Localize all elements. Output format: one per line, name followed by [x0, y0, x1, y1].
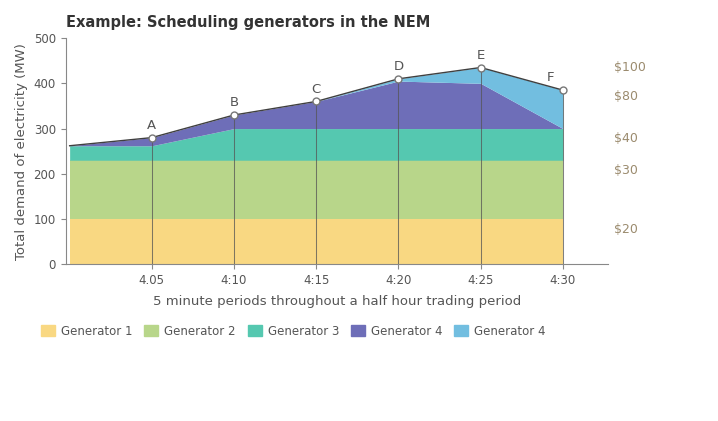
Text: E: E	[477, 49, 485, 61]
Y-axis label: Total demand of electricity (MW): Total demand of electricity (MW)	[15, 43, 28, 260]
Text: $100: $100	[614, 61, 645, 74]
Text: C: C	[312, 83, 321, 96]
Legend: Generator 1, Generator 2, Generator 3, Generator 4, Generator 4: Generator 1, Generator 2, Generator 3, G…	[36, 320, 551, 342]
X-axis label: 5 minute periods throughout a half hour trading period: 5 minute periods throughout a half hour …	[153, 295, 521, 308]
Text: $30: $30	[614, 164, 638, 177]
Text: $80: $80	[614, 91, 638, 104]
Text: B: B	[230, 96, 238, 109]
Text: $40: $40	[614, 132, 638, 145]
Text: $20: $20	[614, 223, 638, 236]
Text: A: A	[147, 119, 157, 132]
Text: Example: Scheduling generators in the NEM: Example: Scheduling generators in the NE…	[65, 15, 430, 30]
Text: D: D	[393, 60, 404, 73]
Text: F: F	[547, 71, 554, 84]
